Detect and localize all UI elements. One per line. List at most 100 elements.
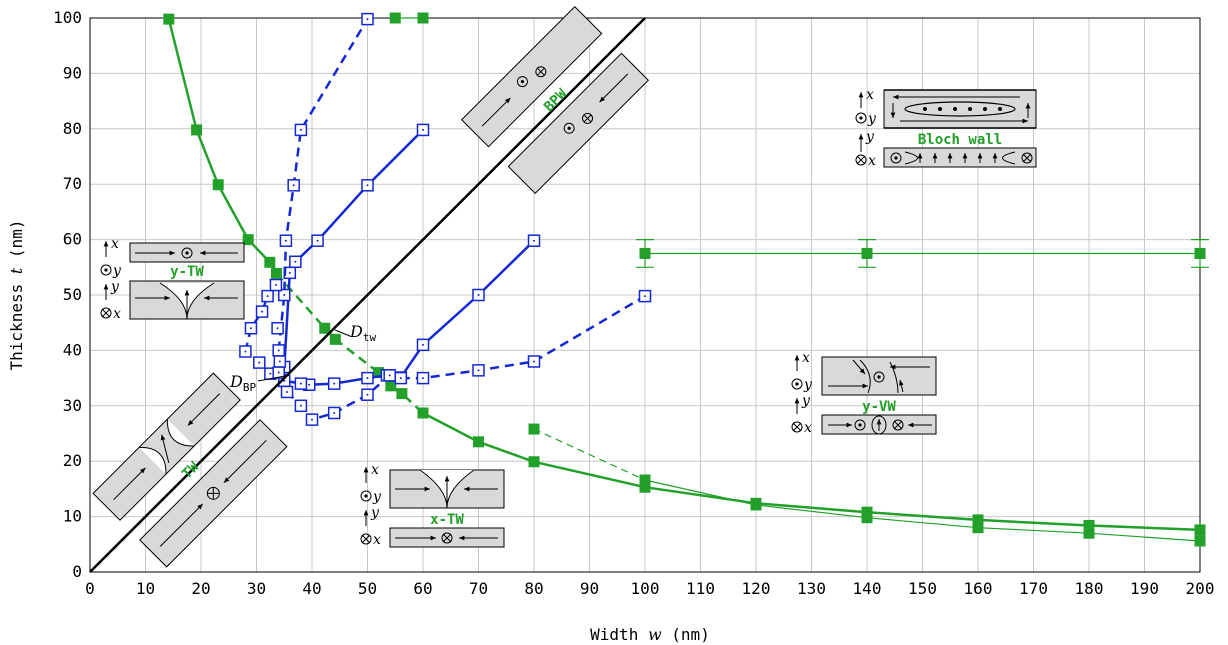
data-point — [1194, 247, 1206, 259]
data-point-dot — [292, 184, 295, 187]
data-point — [972, 522, 984, 534]
series-line-1 — [275, 272, 326, 330]
data-point — [417, 407, 429, 419]
x-tick-label: 90 — [580, 579, 599, 598]
x-tick-label: 170 — [1019, 579, 1048, 598]
data-point-dot — [308, 383, 311, 386]
data-point — [1194, 524, 1206, 536]
svg-text:y: y — [372, 489, 382, 505]
svg-text:DBP: DBP — [229, 372, 256, 394]
ticks: 0 10 20 30 40 50 60 70 80 90 100 110 120 130 140 150 160… — [53, 8, 1214, 598]
y-tick-label: 90 — [63, 63, 82, 82]
svg-text:y: y — [801, 393, 811, 409]
x-tick-label: 130 — [797, 579, 826, 598]
data-point-dot — [277, 349, 280, 352]
y-tick-label: 50 — [63, 285, 82, 304]
data-point-dot — [644, 295, 646, 298]
data-point — [1194, 535, 1206, 547]
bloch-dots — [923, 107, 1002, 111]
data-point-dot — [283, 379, 286, 382]
data-point — [861, 247, 873, 259]
data-point — [639, 247, 651, 259]
svg-text:Dtw: Dtw — [349, 322, 376, 344]
svg-text:y: y — [112, 263, 122, 279]
data-point-dot — [283, 294, 286, 296]
inset-bloch-wall: Bloch wall x y y x — [855, 87, 1037, 169]
x-tick-label: 20 — [191, 579, 210, 598]
data-point — [528, 423, 540, 435]
y-tick-label: 30 — [63, 396, 82, 415]
data-point-dot — [388, 374, 391, 377]
data-point-dot — [316, 239, 319, 242]
data-point-dot — [366, 18, 369, 21]
data-point-dot — [266, 295, 269, 298]
data-point — [861, 512, 873, 524]
data-point-dot — [422, 343, 424, 346]
y-tick-label: 70 — [63, 174, 82, 193]
data-point — [212, 179, 224, 191]
series-line-9 — [283, 129, 424, 381]
data-point — [242, 234, 254, 246]
x-tick-label: 120 — [742, 579, 771, 598]
data-point — [389, 12, 401, 24]
data-point-dot — [477, 369, 480, 372]
x-tick-label: 100 — [631, 579, 660, 598]
data-point — [163, 13, 175, 25]
x-tw-label: x-TW — [430, 512, 464, 528]
data-point-dot — [258, 361, 261, 364]
y-tick-label: 10 — [63, 507, 82, 526]
series-line-0 — [167, 18, 278, 275]
data-point — [385, 380, 397, 392]
data-point — [861, 506, 873, 518]
x-tick-label: 150 — [908, 579, 937, 598]
series-line-4 — [644, 479, 1201, 542]
series-line-11 — [400, 295, 646, 380]
data-point-dot — [299, 404, 302, 407]
series-line-10 — [277, 18, 369, 351]
bloch-wall-label: Bloch wall — [918, 132, 1002, 148]
data-point-dot — [274, 284, 277, 287]
data-point — [473, 436, 484, 448]
inset-x-tw: x-TW x y y x — [360, 462, 505, 548]
data-point-dot — [366, 377, 369, 380]
svg-text:x: x — [802, 350, 810, 366]
data-point — [373, 367, 385, 379]
svg-text:x: x — [113, 306, 121, 322]
y-tick-label: 20 — [63, 451, 82, 470]
series-layer — [89, 12, 1209, 573]
data-point — [319, 322, 331, 334]
x-tick-label: 30 — [247, 579, 266, 598]
series-line-8 — [284, 239, 535, 386]
data-point-dot — [249, 327, 252, 330]
data-point — [270, 267, 282, 279]
y-axis-title: Thickness t (nm) — [7, 220, 26, 371]
x-tick-label: 50 — [358, 579, 377, 598]
inset-y-tw: y-TW x y y x — [100, 236, 245, 322]
data-point-dot — [299, 382, 302, 385]
svg-text:y: y — [865, 129, 875, 145]
data-point — [264, 256, 276, 268]
svg-text:x: x — [804, 420, 812, 436]
data-point-dot — [333, 382, 336, 385]
x-tick-label: 110 — [686, 579, 715, 598]
y-tick-label: 80 — [63, 119, 82, 138]
data-point-dot — [278, 360, 281, 363]
data-point-dot — [284, 239, 287, 242]
data-point-dot — [533, 239, 535, 242]
data-point — [972, 514, 984, 526]
data-point-dot — [333, 412, 336, 415]
data-point-dot — [366, 393, 369, 396]
data-point-dot — [294, 260, 297, 263]
y-tick-label: 60 — [63, 230, 82, 249]
data-point — [396, 388, 408, 400]
x-tick-label: 180 — [1075, 579, 1104, 598]
svg-text:x: x — [868, 153, 876, 169]
data-point-dot — [288, 271, 291, 274]
data-point — [191, 124, 203, 136]
svg-text:y: y — [803, 377, 813, 393]
data-point — [1083, 527, 1095, 539]
data-point-dot — [276, 327, 279, 330]
x-tick-label: 140 — [853, 579, 882, 598]
data-point — [639, 474, 651, 486]
